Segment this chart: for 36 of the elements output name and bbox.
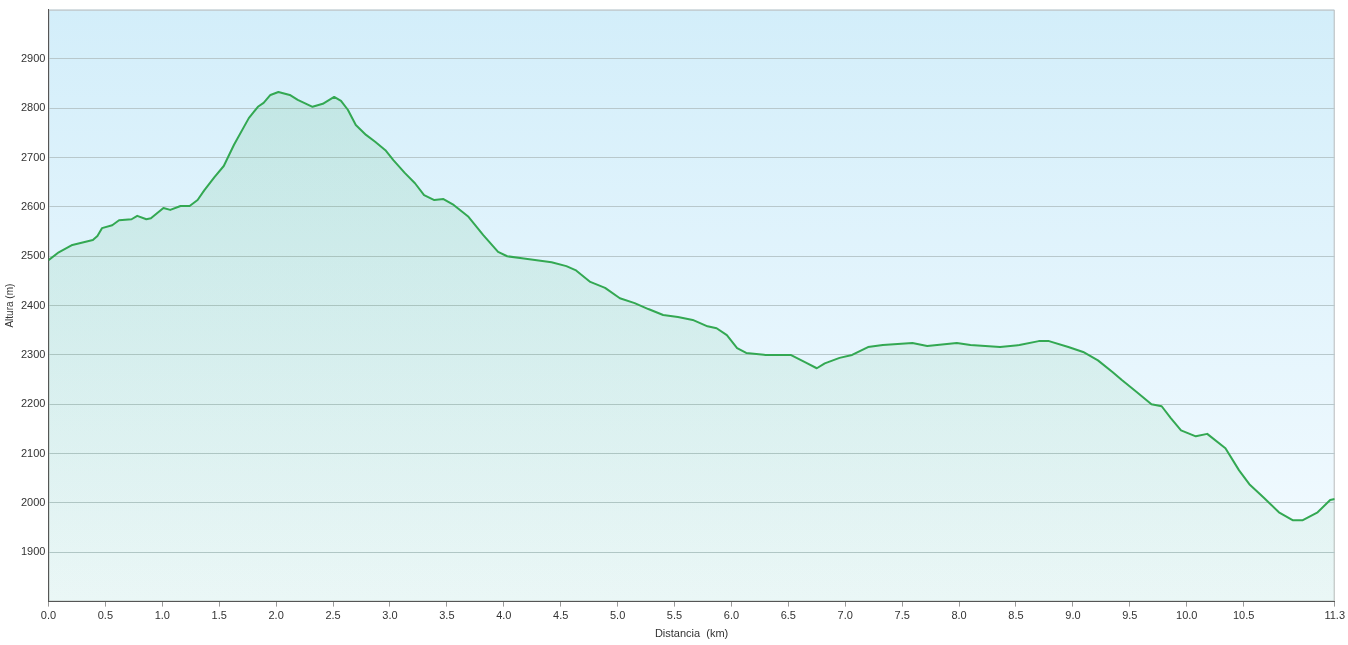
x-tick-label: 5.5 <box>666 609 683 622</box>
x-tick-label: 10.0 <box>1176 609 1198 622</box>
y-axis-title: Altura (m) <box>3 283 15 328</box>
y-tick-label: 2600 <box>20 199 46 212</box>
x-tick-label: 7.5 <box>894 609 910 622</box>
x-tick-label: 3.0 <box>382 609 398 622</box>
y-tick-label: 2900 <box>20 51 46 64</box>
x-tick-label: 8.5 <box>1008 609 1024 622</box>
y-tick-label: 2100 <box>20 446 46 459</box>
y-tick-label: 2000 <box>20 495 46 508</box>
x-tick-label: 9.0 <box>1065 609 1081 622</box>
y-tick-label: 2300 <box>20 347 46 360</box>
x-tick-label: 4.5 <box>553 609 569 622</box>
x-tick-label: 6.5 <box>780 609 796 622</box>
x-tick-label: 10.5 <box>1232 609 1255 622</box>
x-tick-label: 11.3 <box>1324 609 1345 622</box>
x-tick-label: 4.0 <box>496 609 512 622</box>
y-tick-label: 2700 <box>20 150 46 163</box>
x-tick-label: 6.0 <box>723 609 740 622</box>
y-tick-label: 2200 <box>20 397 46 410</box>
x-tick-label: 1.0 <box>154 609 170 622</box>
x-axis-title: Distancia (km) <box>654 627 729 640</box>
x-tick-label: 9.5 <box>1122 609 1138 622</box>
x-tick-label: 5.0 <box>609 609 626 622</box>
x-tick-label: 7.0 <box>837 609 853 622</box>
x-tick-label: 8.0 <box>951 609 967 622</box>
x-tick-label: 3.5 <box>439 609 455 622</box>
x-tick-label: 2.5 <box>325 609 341 622</box>
x-tick-label: 0.5 <box>97 609 114 622</box>
x-tick-label: 1.5 <box>211 609 227 622</box>
x-tick-label: 0.0 <box>40 609 57 622</box>
y-tick-label: 2500 <box>20 249 46 262</box>
y-tick-label: 2800 <box>20 101 46 114</box>
y-tick-label: 2400 <box>20 298 46 311</box>
x-tick-label: 2.0 <box>268 609 284 622</box>
y-tick-label: 1900 <box>20 545 46 558</box>
